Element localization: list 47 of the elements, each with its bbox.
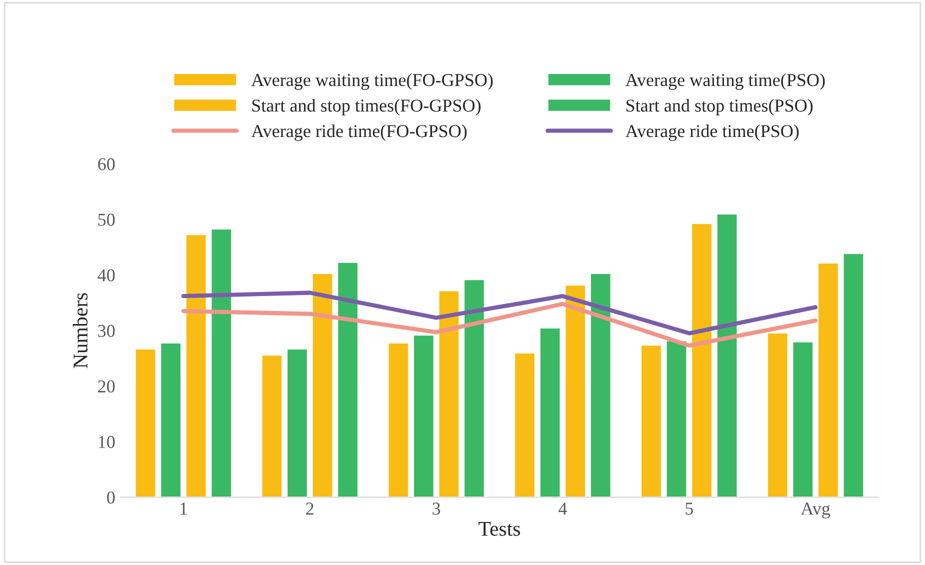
bar: [564, 284, 586, 498]
line-series: [181, 302, 818, 348]
bar: [134, 348, 157, 498]
bar: [690, 222, 713, 498]
x-tick-label: 5: [686, 502, 693, 515]
bar: [160, 342, 182, 498]
bar: [412, 334, 435, 498]
legend-label: Average ride time(PSO): [625, 124, 799, 141]
bar: [311, 272, 334, 498]
y-tick-label: 20: [98, 380, 115, 393]
bar: [185, 234, 208, 498]
bar: [539, 327, 562, 498]
bar: [514, 352, 536, 498]
y-tick-label: 40: [98, 269, 115, 282]
y-tick-label: 10: [98, 436, 115, 448]
y-tick-label: 0: [107, 491, 115, 504]
x-tick-label: 1: [180, 502, 187, 515]
bar: [766, 332, 789, 498]
legend-label: Start and stop times(FO-GPSO): [252, 98, 481, 116]
x-tick-label: Avg: [800, 502, 830, 518]
x-tick-label: 2: [306, 502, 314, 515]
bar: [210, 228, 232, 498]
y-tick-label: 60: [98, 158, 115, 170]
x-tick-label: 3: [432, 502, 440, 515]
y-axis-title: Numbers: [72, 293, 88, 368]
bar: [438, 290, 460, 498]
bar: [817, 262, 840, 498]
bar: [842, 252, 865, 498]
bar: [463, 278, 486, 498]
line-series: [181, 290, 818, 336]
legend-label: Average waiting time(FO-GPSO): [251, 73, 493, 90]
x-tick-label: 4: [558, 502, 567, 515]
bar: [792, 340, 814, 498]
y-tick-label: 30: [98, 324, 115, 337]
bar: [716, 213, 738, 498]
bar: [665, 340, 688, 498]
bar: [590, 272, 612, 498]
bar: [286, 348, 308, 498]
legend-label: Start and stop times(PSO): [626, 98, 813, 116]
bar: [260, 354, 284, 498]
bar: [336, 261, 359, 498]
legend-label: Average waiting time(PSO): [625, 73, 825, 90]
x-axis-title: Tests: [478, 522, 520, 536]
bar: [387, 342, 410, 498]
y-tick-label: 50: [98, 214, 115, 226]
legend-label: Average ride time(FO-GPSO): [251, 124, 467, 141]
bar: [640, 344, 662, 498]
